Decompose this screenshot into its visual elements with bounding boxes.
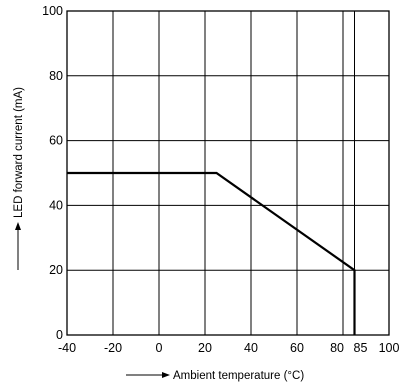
- x-tick-label: 100: [379, 341, 400, 355]
- y-tick-label: 60: [49, 134, 63, 148]
- y-tick-labels: 0 20 40 60 80 100: [42, 4, 63, 342]
- y-tick-label: 100: [42, 4, 63, 18]
- y-axis-title: LED forward current (mA): [13, 87, 25, 218]
- y-tick-label: 20: [49, 263, 63, 277]
- y-axis-arrow-head: [15, 222, 21, 230]
- x-tick-label: 20: [198, 341, 212, 355]
- y-tick-label: 40: [49, 198, 63, 212]
- derating-curve: [67, 171, 356, 335]
- y-axis-title-group: LED forward current (mA): [13, 87, 25, 270]
- x-tick-label: 85: [354, 341, 368, 355]
- x-tick-label: -40: [58, 341, 76, 355]
- x-axis-title-group: Ambient temperature (°C): [126, 370, 304, 382]
- series-group: [67, 171, 356, 335]
- x-tick-label: -20: [104, 341, 122, 355]
- x-tick-label: 60: [290, 341, 304, 355]
- y-tick-label: 0: [56, 328, 63, 342]
- grid-lines: [67, 11, 389, 335]
- x-tick-labels: -40 -20 0 20 40 60 80 85 100: [58, 341, 400, 355]
- x-axis-title: Ambient temperature (°C): [173, 370, 304, 382]
- x-tick-label: 40: [244, 341, 258, 355]
- x-axis-arrow-head: [162, 372, 170, 378]
- x-tick-label: 0: [156, 341, 163, 355]
- x-tick-label: 80: [330, 341, 344, 355]
- y-tick-label: 80: [49, 69, 63, 83]
